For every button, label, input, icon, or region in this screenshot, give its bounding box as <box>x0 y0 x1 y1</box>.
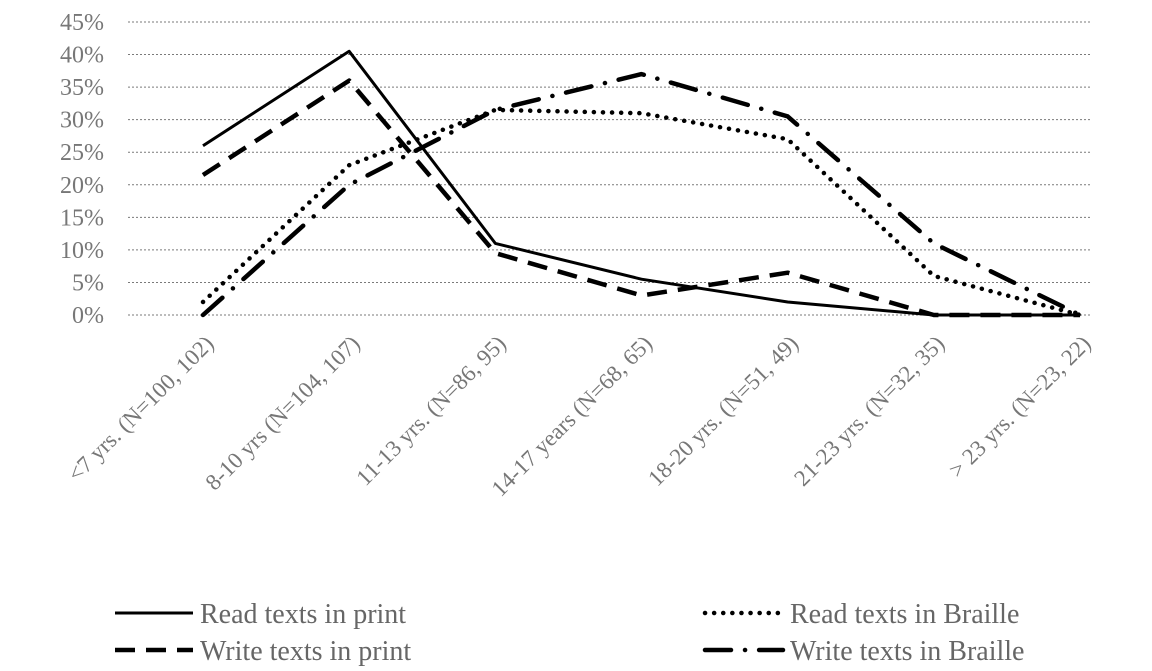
x-category-label: > 23 yrs. (N=23, 22) <box>944 331 1096 483</box>
y-tick-label: 0% <box>72 303 104 329</box>
x-axis-categories: <7 yrs. (N=100, 102)8-10 yrs (N=104, 107… <box>63 331 1096 501</box>
y-tick-label: 30% <box>60 108 104 134</box>
legend-label: Read texts in Braille <box>790 599 1019 630</box>
y-tick-label: 35% <box>60 75 104 101</box>
x-category-label: 18-20 yrs. (N=51, 49) <box>643 331 803 491</box>
y-tick-label: 45% <box>60 10 104 36</box>
x-category-label: 21-23 yrs. (N=32, 35) <box>789 331 949 491</box>
x-category-label: 11-13 yrs. (N=86, 95) <box>351 331 511 491</box>
series-line-dotted <box>200 107 1083 318</box>
legend: Read texts in print Read texts in Braille… <box>115 599 1024 667</box>
y-tick-label: 40% <box>60 43 104 69</box>
x-category-label: 14-17 years (N=68, 65) <box>487 331 657 501</box>
y-tick-label: 5% <box>72 270 104 296</box>
y-axis-ticks: 0% 5% 10% 15% 20% 25% 30% 35% 40% 45% <box>60 10 104 329</box>
y-tick-label: 20% <box>60 173 104 199</box>
series-lines <box>200 49 1083 318</box>
legend-label: Write texts in Braille <box>790 636 1024 667</box>
legend-label: Write texts in print <box>200 636 411 667</box>
y-tick-label: 15% <box>60 205 104 231</box>
y-tick-label: 25% <box>60 140 104 166</box>
series-line-dash-dot <box>200 71 1083 318</box>
y-tick-label: 10% <box>60 238 104 264</box>
x-category-label: <7 yrs. (N=100, 102) <box>63 331 219 487</box>
x-category-label: 8-10 yrs (N=104, 107) <box>201 331 365 495</box>
legend-label: Read texts in print <box>200 599 406 630</box>
series-line-dashed <box>201 78 1080 318</box>
